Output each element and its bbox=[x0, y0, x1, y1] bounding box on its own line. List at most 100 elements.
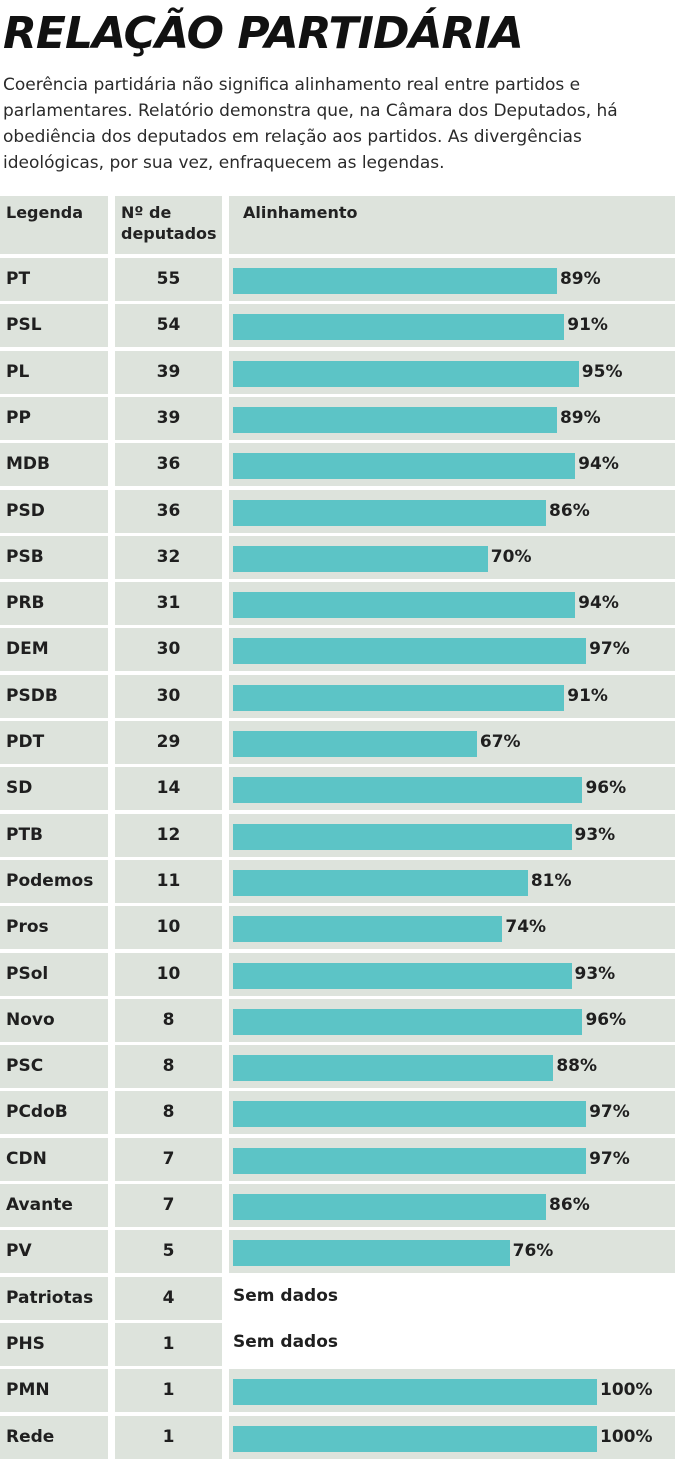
alignment-value-label: 86% bbox=[549, 500, 590, 521]
deputies-count: 8 bbox=[162, 1102, 175, 1123]
deputies-cell: 31 bbox=[115, 582, 222, 626]
alignment-value-label: 74% bbox=[505, 917, 547, 938]
deputies-cell: 5 bbox=[115, 1230, 222, 1274]
deputies-count: 8 bbox=[162, 1056, 175, 1077]
no-data-label: Sem dados bbox=[233, 1285, 339, 1306]
alignment-bar bbox=[233, 823, 572, 850]
alignment-bar bbox=[233, 684, 565, 711]
alignment-value-label: 100% bbox=[600, 1426, 653, 1447]
party-label: PDT bbox=[6, 732, 45, 752]
table-row: PSDB 30 91% bbox=[0, 674, 675, 721]
deputies-count: 7 bbox=[162, 1148, 175, 1169]
party-cell: PSD bbox=[0, 489, 108, 533]
party-label: PV bbox=[6, 1241, 32, 1262]
alignment-cell: 95% bbox=[229, 350, 675, 394]
header-alignment: Alinhamento bbox=[243, 203, 358, 222]
header-count-cell: Nº de deputados bbox=[115, 196, 222, 254]
alignment-value-label: 93% bbox=[574, 824, 616, 845]
party-label: Podemos bbox=[6, 870, 94, 891]
table-row: PDT 29 67% bbox=[0, 721, 675, 767]
table-row: Pros 10 74% bbox=[0, 906, 675, 952]
header-count: Nº de deputados bbox=[121, 203, 217, 243]
alignment-cell: 100% bbox=[229, 1415, 675, 1459]
alignment-value-label: 86% bbox=[549, 1195, 590, 1215]
party-cell: Pros bbox=[0, 906, 108, 950]
party-cell: PSDB bbox=[0, 674, 108, 718]
table-row: PSL 54 91% bbox=[0, 304, 675, 350]
alignment-cell: 91% bbox=[229, 674, 675, 718]
party-label: PSL bbox=[6, 315, 42, 336]
header-party-cell: Legenda bbox=[0, 196, 108, 254]
party-label: PSol bbox=[6, 963, 49, 984]
deputies-cell: 8 bbox=[115, 1045, 222, 1089]
deputies-count: 31 bbox=[156, 593, 181, 614]
alignment-bar bbox=[233, 545, 488, 572]
table-row: PSC 8 88% bbox=[0, 1045, 675, 1091]
party-label: Rede bbox=[6, 1426, 55, 1447]
alignment-cell: 89% bbox=[229, 258, 675, 301]
alignment-bar bbox=[233, 1425, 597, 1452]
alignment-value-label: 91% bbox=[567, 685, 608, 706]
party-label: Patriotas bbox=[6, 1287, 94, 1308]
deputies-count: 39 bbox=[156, 361, 181, 382]
party-label: MDB bbox=[6, 454, 50, 475]
header-party: Legenda bbox=[6, 203, 83, 222]
party-label: Novo bbox=[6, 1009, 55, 1030]
deputies-count: 30 bbox=[156, 639, 181, 660]
party-label: PT bbox=[6, 269, 31, 289]
party-label: Pros bbox=[6, 917, 49, 938]
table-row: DEM 30 97% bbox=[0, 628, 675, 674]
header-alignment-cell: Alinhamento bbox=[229, 196, 675, 254]
alignment-bar bbox=[233, 916, 503, 943]
party-label: PL bbox=[6, 361, 30, 382]
alignment-value-label: 96% bbox=[585, 1009, 627, 1030]
party-label: PSB bbox=[6, 546, 44, 567]
party-cell: PHS bbox=[0, 1322, 108, 1366]
alignment-bar bbox=[233, 962, 572, 989]
deputies-cell: 10 bbox=[115, 906, 222, 950]
deputies-count: 5 bbox=[162, 1241, 175, 1262]
table-row: PP 39 89% bbox=[0, 396, 675, 443]
party-label: PP bbox=[6, 407, 31, 428]
deputies-cell: 1 bbox=[115, 1369, 222, 1413]
table-row: PMN 1 100% bbox=[0, 1369, 675, 1415]
alignment-cell: 70% bbox=[229, 535, 675, 579]
alignment-cell: 93% bbox=[229, 952, 675, 996]
party-label: PSD bbox=[6, 500, 45, 521]
party-cell: PL bbox=[0, 350, 108, 394]
deputies-cell: 36 bbox=[115, 489, 222, 533]
alignment-cell: 96% bbox=[229, 998, 675, 1042]
deputies-cell: 55 bbox=[115, 258, 222, 301]
party-label: DEM bbox=[6, 639, 49, 660]
alignment-bar bbox=[233, 731, 477, 757]
party-label: PSDB bbox=[6, 685, 58, 706]
alignment-cell: Sem dados bbox=[229, 1323, 675, 1366]
alignment-cell: 94% bbox=[229, 582, 675, 626]
party-cell: PRB bbox=[0, 582, 108, 626]
alignment-bar bbox=[233, 869, 528, 896]
alignment-value-label: 91% bbox=[567, 315, 608, 336]
deputies-cell: 8 bbox=[115, 1091, 222, 1135]
party-label: PMN bbox=[6, 1380, 50, 1401]
party-cell: PTB bbox=[0, 813, 108, 857]
alignment-bar bbox=[233, 406, 557, 433]
deputies-cell: 29 bbox=[115, 721, 222, 764]
party-cell: PSB bbox=[0, 535, 108, 579]
alignment-bar bbox=[233, 638, 587, 665]
alignment-value-label: 94% bbox=[578, 454, 619, 475]
alignment-cell: 86% bbox=[229, 1184, 675, 1227]
deputies-count: 29 bbox=[156, 732, 181, 752]
deputies-cell: 30 bbox=[115, 628, 222, 672]
deputies-cell: 39 bbox=[115, 396, 222, 440]
alignment-bar bbox=[233, 268, 557, 294]
alignment-cell: 89% bbox=[229, 396, 675, 440]
alignment-bar bbox=[233, 453, 576, 480]
party-cell: SD bbox=[0, 767, 108, 811]
party-label: PHS bbox=[6, 1333, 45, 1354]
deputies-count: 14 bbox=[156, 778, 181, 799]
alignment-cell: 100% bbox=[229, 1369, 675, 1413]
party-cell: Novo bbox=[0, 998, 108, 1042]
alignment-value-label: 95% bbox=[581, 361, 623, 382]
deputies-count: 32 bbox=[156, 546, 181, 567]
party-cell: PCdoB bbox=[0, 1091, 108, 1135]
